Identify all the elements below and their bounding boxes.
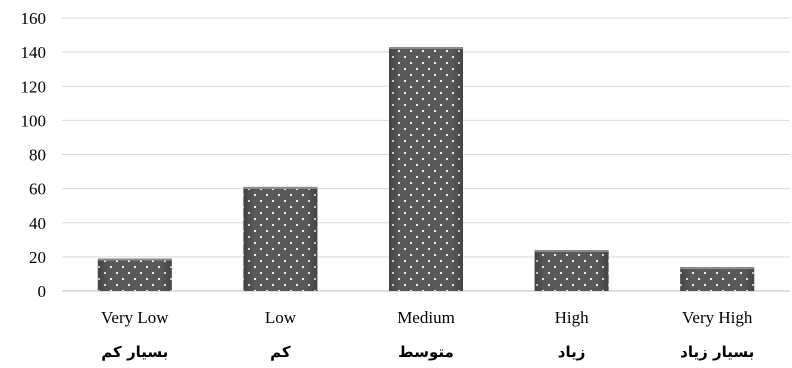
y-tick-label: 140 [21,43,47,62]
x-category-label-persian: زیاد [558,343,586,361]
bar-high [534,250,609,291]
y-tick-label: 160 [21,9,47,28]
y-tick-label: 100 [21,111,47,130]
bar-top-bevel [243,186,318,189]
bar-shading [680,267,755,291]
bar-top-bevel [534,250,609,253]
y-tick-label: 20 [29,248,46,267]
bar-medium [389,47,463,291]
x-category-label-persian: بسیار کم [101,343,168,361]
y-tick-label: 80 [29,146,46,165]
bar-shading [97,258,172,291]
x-category-label-persian: کم [270,343,291,361]
bar-shading [243,186,318,291]
y-tick-label: 120 [21,77,47,96]
y-tick-label: 0 [38,282,47,301]
y-axis-ticks: 0 20 40 60 80 100 120 140 160 [21,9,47,301]
bars [97,47,755,291]
bar-top-bevel [389,47,463,50]
x-category-label: Medium [397,308,455,327]
x-category-label: Low [265,308,297,327]
bar-shading [389,47,463,291]
y-tick-label: 60 [29,180,46,199]
bar-top-bevel [97,258,172,261]
bar-low [243,186,318,291]
x-category-label-persian: متوسط [398,343,454,361]
bar-shading [534,250,609,291]
x-axis-labels: Very Low بسیار کم Low کم Medium متوسط High زیاد… [101,308,754,361]
y-tick-label: 40 [29,214,46,233]
x-category-label-persian: بسیار زیاد [680,343,754,361]
x-category-label: High [555,308,590,327]
bar-very-low [97,258,172,291]
bar-top-bevel [680,267,755,270]
bar-very-high [680,267,755,291]
x-category-label: Very Low [101,308,169,327]
x-category-label: Very High [682,308,753,327]
